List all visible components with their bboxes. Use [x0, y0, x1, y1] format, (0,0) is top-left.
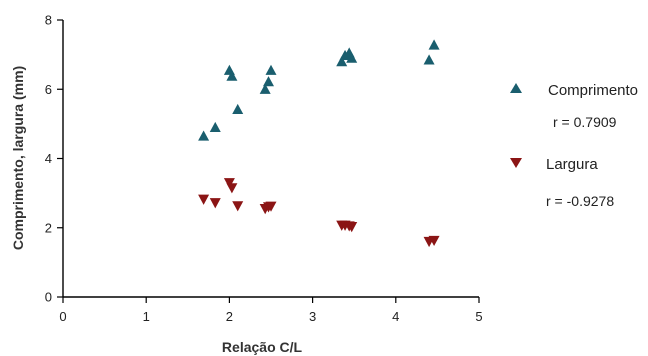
data-point — [346, 222, 358, 233]
y-tick-label: 8 — [45, 13, 52, 28]
legend: Comprimento r = 0.7909 Largura r = -0.92… — [510, 82, 638, 209]
x-tick-label: 3 — [309, 309, 316, 324]
legend-item-largura: Largura r = -0.9278 — [510, 156, 614, 209]
data-point — [423, 54, 435, 65]
legend-marker-largura — [510, 158, 522, 168]
data-point — [232, 201, 244, 212]
data-point — [223, 178, 235, 189]
y-tick-label: 2 — [45, 220, 52, 235]
legend-label-largura: Largura — [546, 156, 598, 173]
x-tick-label: 2 — [226, 309, 233, 324]
y-tick-label: 6 — [45, 82, 52, 97]
data-point — [265, 201, 277, 212]
y-ticks: 0 2 4 6 8 — [45, 13, 63, 305]
axes — [62, 20, 479, 298]
legend-label-comprimento: Comprimento — [548, 82, 638, 99]
data-point — [265, 64, 277, 75]
data-point — [209, 198, 221, 209]
data-point — [336, 56, 348, 67]
x-tick-label: 5 — [475, 309, 482, 324]
data-point — [198, 130, 210, 141]
x-ticks: 0 1 2 3 4 5 — [59, 297, 483, 324]
x-tick-label: 0 — [59, 309, 66, 324]
data-point — [259, 83, 271, 94]
x-tick-label: 4 — [392, 309, 399, 324]
legend-r-comprimento: r = 0.7909 — [553, 114, 617, 130]
legend-item-comprimento: Comprimento r = 0.7909 — [510, 82, 638, 130]
data-point — [209, 121, 221, 133]
data-point — [263, 76, 275, 87]
series-comprimento — [198, 39, 440, 141]
data-point — [198, 194, 210, 205]
series-largura — [198, 178, 440, 248]
legend-r-largura: r = -0.9278 — [546, 193, 614, 209]
x-tick-label: 1 — [143, 309, 150, 324]
y-axis-title: Comprimento, largura (mm) — [10, 66, 26, 250]
data-point — [232, 103, 244, 115]
data-point — [346, 52, 358, 63]
data-point — [226, 70, 238, 81]
data-points — [198, 39, 440, 248]
data-point — [226, 183, 238, 194]
data-point — [428, 39, 440, 50]
data-point — [428, 235, 440, 247]
y-tick-label: 4 — [45, 151, 52, 166]
legend-marker-comprimento — [510, 83, 522, 93]
y-tick-label: 0 — [45, 290, 52, 305]
x-axis-title: Relação C/L — [222, 339, 303, 355]
